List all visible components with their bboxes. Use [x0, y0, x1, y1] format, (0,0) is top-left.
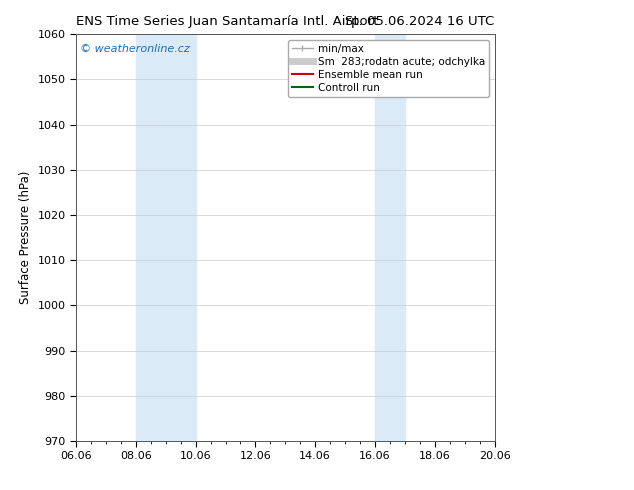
Legend: min/max, Sm  283;rodatn acute; odchylka, Ensemble mean run, Controll run: min/max, Sm 283;rodatn acute; odchylka, … — [288, 40, 489, 97]
Text: ENS Time Series Juan Santamaría Intl. Airport: ENS Time Series Juan Santamaría Intl. Ai… — [76, 15, 378, 28]
Bar — [375, 34, 405, 441]
Bar — [136, 34, 196, 441]
Text: St. 05.06.2024 16 UTC: St. 05.06.2024 16 UTC — [346, 15, 495, 28]
Y-axis label: Surface Pressure (hPa): Surface Pressure (hPa) — [19, 171, 32, 304]
Text: © weatheronline.cz: © weatheronline.cz — [81, 45, 190, 54]
